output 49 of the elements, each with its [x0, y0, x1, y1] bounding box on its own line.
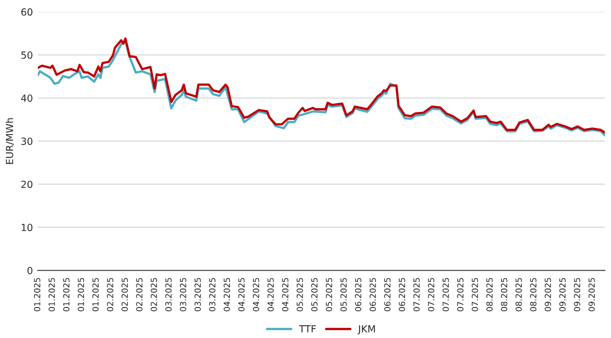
- x-tick-label: 06.2025: [384, 278, 391, 312]
- y-tick-label: 60: [21, 8, 32, 16]
- y-tick-label: 20: [21, 180, 32, 188]
- x-tick-label: 02.2025: [150, 278, 158, 312]
- x-tick-label: 01.2025: [63, 278, 70, 312]
- x-tick-label: 09.2025: [588, 278, 595, 312]
- x-tick-label: 02.2025: [106, 278, 114, 312]
- x-tick-label: 07.2025: [428, 278, 434, 312]
- x-tick-label: 07.2025: [442, 278, 449, 312]
- x-tick-label: 08.2025: [486, 278, 493, 312]
- x-tick-label: 05.2025: [311, 278, 318, 312]
- x-tick-label: 01.2025: [34, 278, 40, 312]
- x-tick-label: 07.2025: [413, 278, 420, 312]
- x-tick-label: 05.2025: [340, 278, 347, 312]
- x-tick-label: 08.2025: [516, 278, 522, 312]
- x-tick-label: 07.2025: [472, 278, 478, 312]
- x-tick-label: 07.2025: [457, 278, 464, 312]
- x-tick-label: 01.2025: [48, 278, 55, 312]
- x-tick-label: 05.2025: [326, 278, 332, 312]
- x-tick-label: 03.2025: [180, 278, 186, 312]
- x-tick-label: 08.2025: [500, 278, 508, 312]
- x-tick-label: 02.2025: [122, 278, 128, 312]
- y-tick-label: 50: [21, 51, 32, 59]
- x-tick-label: 04.2025: [224, 278, 230, 312]
- x-tick-label: 01.2025: [78, 278, 84, 312]
- x-tick-label: 08.2025: [530, 278, 536, 312]
- x-tick-label: 01.2025: [92, 278, 99, 312]
- x-tick-label: 03.2025: [194, 278, 201, 312]
- x-tick-label: 04.2025: [282, 278, 288, 312]
- x-tick-label: 06.2025: [355, 278, 362, 312]
- x-tick-label: 03.2025: [209, 278, 216, 312]
- y-tick-label: 0: [27, 266, 32, 274]
- legend-label: TTF: [299, 325, 316, 332]
- x-tick-label: 05.2025: [296, 278, 303, 312]
- x-tick-label: 06.2025: [398, 278, 406, 312]
- y-tick-label: 30: [21, 138, 32, 145]
- y-tick-label: 10: [22, 224, 32, 232]
- y-tick-label: 40: [21, 94, 32, 102]
- y-axis-title: EUR/MWh: [6, 118, 14, 164]
- legend-label: JKM: [358, 325, 375, 334]
- x-tick-label: 04.2025: [267, 278, 274, 312]
- x-tick-label: 09.2025: [574, 278, 580, 312]
- x-tick-label: 03.2025: [165, 278, 172, 312]
- x-tick-label: 06.2025: [370, 278, 376, 312]
- x-tick-label: 09.2025: [559, 278, 566, 312]
- x-tick-label: 04.2025: [252, 278, 260, 312]
- x-tick-label: 09.2025: [544, 278, 552, 312]
- x-tick-label: 04.2025: [238, 278, 245, 312]
- x-tick-label: 02.2025: [136, 278, 142, 312]
